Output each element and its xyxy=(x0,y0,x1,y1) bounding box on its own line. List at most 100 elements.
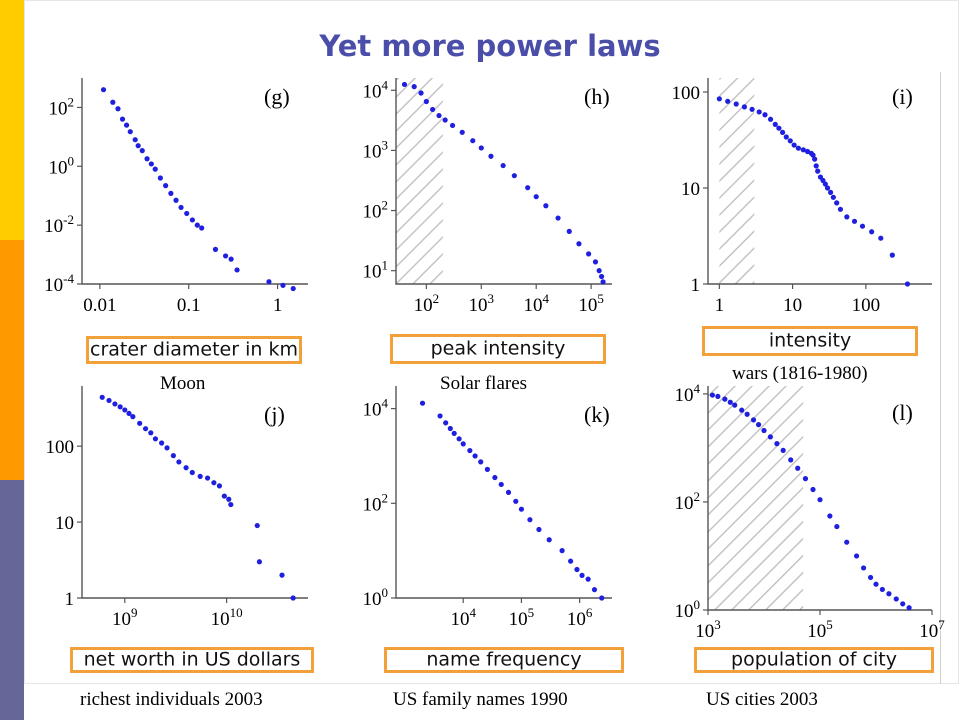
data-point xyxy=(568,558,574,564)
data-point xyxy=(437,413,443,419)
data-point xyxy=(859,223,866,229)
data-point xyxy=(100,87,107,93)
x-axis-label: intensity xyxy=(768,329,852,352)
data-point xyxy=(411,84,417,90)
x-axis-label-box: intensity xyxy=(702,326,918,356)
data-point xyxy=(791,142,797,148)
data-point xyxy=(878,235,884,241)
x-axis-label: net worth in US dollars xyxy=(83,648,301,671)
data-point xyxy=(830,194,836,200)
data-point xyxy=(470,138,476,144)
data-point xyxy=(139,148,145,154)
data-point xyxy=(709,392,716,398)
data-point xyxy=(844,539,850,545)
data-point xyxy=(159,440,165,446)
y-tick-label: 103 xyxy=(363,137,389,162)
data-point xyxy=(780,447,786,453)
x-axis-label: peak intensity xyxy=(430,337,566,360)
data-point xyxy=(795,465,801,471)
data-point xyxy=(546,537,552,543)
data-point xyxy=(585,576,591,582)
x-axis-label: population of city xyxy=(731,648,897,671)
data-point xyxy=(178,204,184,211)
data-point xyxy=(290,285,296,292)
y-tick-label: 1 xyxy=(65,589,75,610)
data-point xyxy=(142,426,149,432)
data-point xyxy=(860,565,867,571)
data-point xyxy=(511,173,517,179)
y-tick-label: 104 xyxy=(675,381,701,406)
x-axis-label-box: crater diameter in km xyxy=(86,336,302,364)
data-point xyxy=(725,98,731,104)
data-point xyxy=(591,587,598,593)
data-point xyxy=(163,183,169,189)
y-tick-label: 104 xyxy=(363,77,389,102)
y-tick-label: 102 xyxy=(363,490,389,515)
y-tick-label: 10-4 xyxy=(44,271,74,296)
data-point xyxy=(732,402,738,408)
y-tick-label: 1 xyxy=(691,275,701,296)
x-axis-label-box: name frequency xyxy=(384,647,624,673)
data-point xyxy=(472,453,478,459)
data-point xyxy=(741,104,748,110)
data-point xyxy=(749,106,755,112)
accent-stripe xyxy=(0,0,24,720)
chart-panel-k: 104 105 106 100 102 104 (k) xyxy=(363,386,612,630)
data-point xyxy=(430,106,436,113)
data-point xyxy=(478,145,484,151)
data-point xyxy=(904,281,911,287)
x-tick-label: 100 xyxy=(852,295,881,316)
chart-panel-j: 109 1010 1 10 100 (j) xyxy=(46,386,308,630)
y-tick-label: 102 xyxy=(49,94,75,119)
data-point xyxy=(498,481,504,488)
data-point xyxy=(99,394,105,400)
shaded-region xyxy=(719,78,755,284)
x-tick-label: 1 xyxy=(273,295,283,316)
data-point xyxy=(873,581,879,587)
data-point xyxy=(533,194,539,200)
data-point xyxy=(266,279,272,285)
data-point xyxy=(467,447,473,454)
data-point xyxy=(750,417,757,423)
data-point xyxy=(886,591,892,597)
chart-panel-l: 103 105 107 100 102 104 (l) xyxy=(675,381,946,642)
data-point xyxy=(256,559,263,565)
data-point xyxy=(834,523,840,530)
data-point xyxy=(812,156,818,162)
stripe-bottom xyxy=(0,480,24,720)
x-tick-label: 109 xyxy=(112,605,138,630)
data-point xyxy=(106,397,112,404)
data-point xyxy=(170,453,176,459)
y-tick-label: 100 xyxy=(675,597,701,622)
data-point xyxy=(447,425,453,432)
x-tick-label: 105 xyxy=(807,617,833,642)
data-point xyxy=(779,129,786,135)
x-tick-label: 1 xyxy=(715,295,725,316)
data-point xyxy=(837,206,844,212)
data-point xyxy=(280,282,286,288)
x-axis-label: name frequency xyxy=(426,648,582,671)
data-point xyxy=(290,595,296,601)
data-point xyxy=(900,601,906,607)
data-point xyxy=(867,574,874,581)
data-point xyxy=(536,526,542,533)
data-point xyxy=(822,181,828,187)
data-point xyxy=(488,153,494,159)
data-point xyxy=(401,81,408,88)
chart-panel-h: 102 103 104 105 101 102 103 104 (h) xyxy=(363,77,612,316)
data-point xyxy=(579,572,585,579)
data-point xyxy=(228,501,234,508)
data-point xyxy=(598,273,605,280)
data-point xyxy=(112,401,118,407)
data-point xyxy=(513,498,519,504)
stripe-middle xyxy=(0,240,24,480)
data-point xyxy=(824,185,831,191)
data-point xyxy=(173,197,179,203)
data-point xyxy=(767,434,773,440)
x-tick-label: 102 xyxy=(414,291,440,316)
shaded-region xyxy=(396,78,443,284)
data-point xyxy=(576,241,582,247)
data-point xyxy=(419,400,426,406)
data-point xyxy=(783,134,789,140)
data-point xyxy=(527,517,533,523)
